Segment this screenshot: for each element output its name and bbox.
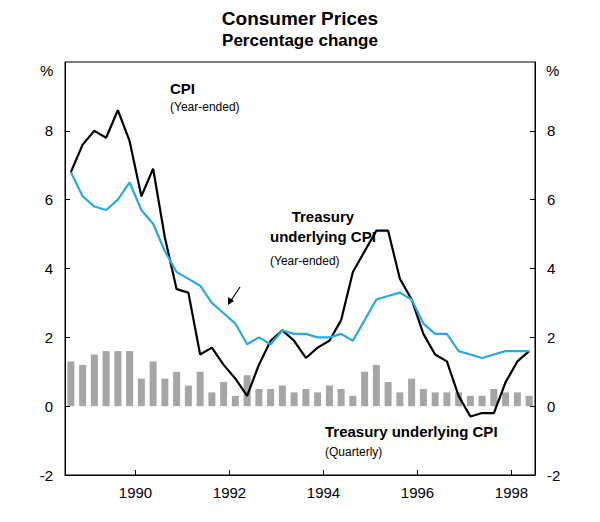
- svg-text:8: 8: [45, 122, 53, 139]
- svg-text:(Year-ended): (Year-ended): [270, 254, 340, 268]
- svg-text:2: 2: [45, 329, 53, 346]
- svg-text:8: 8: [547, 122, 555, 139]
- svg-text:1996: 1996: [401, 484, 434, 501]
- svg-text:1990: 1990: [119, 484, 152, 501]
- svg-text:Consumer Prices: Consumer Prices: [222, 8, 378, 29]
- svg-text:4: 4: [547, 260, 555, 277]
- svg-text:1992: 1992: [213, 484, 246, 501]
- svg-text:Treasury underlying CPI: Treasury underlying CPI: [325, 423, 498, 440]
- svg-text:6: 6: [45, 191, 53, 208]
- svg-text:-2: -2: [547, 467, 560, 484]
- svg-text:0: 0: [45, 398, 53, 415]
- svg-text:4: 4: [45, 260, 53, 277]
- svg-text:(Year-ended): (Year-ended): [170, 100, 240, 114]
- svg-text:0: 0: [547, 398, 555, 415]
- svg-text:Percentage change: Percentage change: [222, 31, 378, 50]
- svg-text:1998: 1998: [495, 484, 528, 501]
- svg-text:Treasury: Treasury: [292, 208, 355, 225]
- svg-text:2: 2: [547, 329, 555, 346]
- svg-text:6: 6: [547, 191, 555, 208]
- svg-text:CPI: CPI: [170, 80, 195, 97]
- svg-text:underlying CPI: underlying CPI: [270, 228, 376, 245]
- svg-text:%: %: [40, 62, 53, 79]
- svg-text:1994: 1994: [307, 484, 340, 501]
- svg-text:%: %: [546, 62, 559, 79]
- svg-text:(Quarterly): (Quarterly): [325, 445, 382, 459]
- svg-text:-2: -2: [40, 467, 53, 484]
